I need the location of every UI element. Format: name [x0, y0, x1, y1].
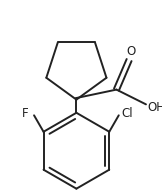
Text: OH: OH [148, 101, 162, 114]
Text: O: O [127, 45, 136, 58]
Text: Cl: Cl [121, 107, 133, 120]
Text: F: F [22, 107, 29, 120]
